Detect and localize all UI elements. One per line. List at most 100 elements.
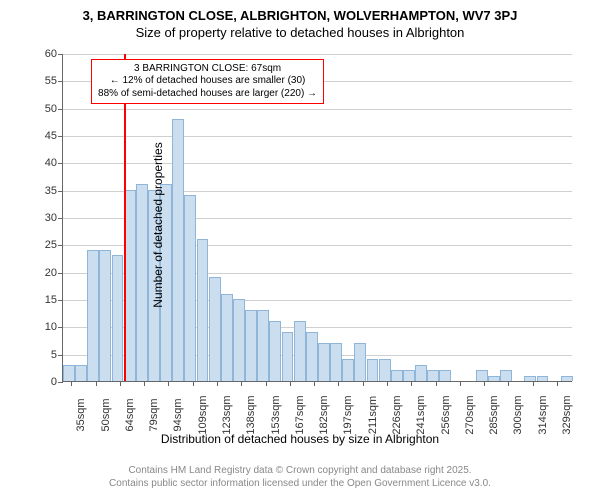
xtick-label: 211sqm [363, 396, 379, 434]
xtick-mark [96, 381, 97, 386]
histogram-bar [99, 250, 111, 381]
xtick-label: 256sqm [436, 395, 452, 434]
annotation-callout: 3 BARRINGTON CLOSE: 67sqm← 12% of detach… [91, 59, 324, 105]
xtick-label: 314sqm [533, 395, 549, 434]
xtick-mark [144, 381, 145, 386]
xtick-mark [411, 381, 412, 386]
xtick-label: 109sqm [193, 395, 209, 434]
histogram-bar [391, 370, 403, 381]
xtick-mark [71, 381, 72, 386]
histogram-bar [87, 250, 99, 381]
histogram-bar [306, 332, 318, 381]
histogram-bar [379, 359, 391, 381]
xtick-label: 79sqm [144, 398, 160, 431]
histogram-chart: 3, BARRINGTON CLOSE, ALBRIGHTON, WOLVERH… [0, 0, 600, 500]
y-axis-label: Number of detached properties [151, 61, 165, 389]
xtick-mark [508, 381, 509, 386]
xtick-mark [557, 381, 558, 386]
ytick-label: 15 [45, 294, 63, 306]
histogram-bar [537, 376, 549, 381]
attribution-text: Contains HM Land Registry data © Crown c… [0, 464, 600, 490]
ytick-label: 10 [45, 321, 63, 333]
histogram-bar [561, 376, 573, 381]
ytick-label: 20 [45, 267, 63, 279]
histogram-bar [367, 359, 379, 381]
xtick-mark [241, 381, 242, 386]
xtick-label: 167sqm [290, 395, 306, 434]
ytick-label: 25 [45, 239, 63, 251]
histogram-bar [476, 370, 488, 381]
xtick-label: 285sqm [484, 395, 500, 434]
histogram-bar [342, 359, 354, 381]
xtick-mark [387, 381, 388, 386]
x-axis-label: Distribution of detached houses by size … [0, 432, 600, 446]
ytick-label: 50 [45, 103, 63, 115]
xtick-mark [168, 381, 169, 386]
histogram-bar [318, 343, 330, 381]
histogram-bar [233, 299, 245, 381]
xtick-mark [363, 381, 364, 386]
histogram-bar [415, 365, 427, 381]
xtick-label: 35sqm [71, 398, 87, 431]
xtick-mark [193, 381, 194, 386]
annotation-line: 88% of semi-detached houses are larger (… [98, 88, 317, 101]
chart-title-line2: Size of property relative to detached ho… [0, 25, 600, 40]
attribution-line2: Contains public sector information licen… [0, 477, 600, 490]
xtick-label: 270sqm [460, 395, 476, 434]
histogram-bar [488, 376, 500, 381]
histogram-bar [63, 365, 75, 381]
attribution-line1: Contains HM Land Registry data © Crown c… [0, 464, 600, 477]
xtick-label: 329sqm [557, 395, 573, 434]
ytick-label: 0 [51, 376, 63, 388]
histogram-bar [330, 343, 342, 381]
xtick-mark [290, 381, 291, 386]
xtick-mark [338, 381, 339, 386]
histogram-bar [439, 370, 451, 381]
histogram-bar [354, 343, 366, 381]
ytick-label: 40 [45, 157, 63, 169]
histogram-bar [403, 370, 415, 381]
histogram-bar [209, 277, 221, 381]
xtick-mark [533, 381, 534, 386]
xtick-mark [460, 381, 461, 386]
histogram-bar [75, 365, 87, 381]
histogram-bar [257, 310, 269, 381]
ytick-label: 45 [45, 130, 63, 142]
xtick-mark [217, 381, 218, 386]
plot-area: 05101520253035404550556035sqm50sqm64sqm7… [62, 54, 572, 382]
histogram-bar [500, 370, 512, 381]
xtick-mark [314, 381, 315, 386]
gridline [63, 163, 572, 164]
xtick-label: 94sqm [168, 398, 184, 431]
ytick-label: 5 [51, 349, 63, 361]
title-block: 3, BARRINGTON CLOSE, ALBRIGHTON, WOLVERH… [0, 8, 600, 40]
xtick-label: 123sqm [217, 395, 233, 434]
xtick-mark [266, 381, 267, 386]
histogram-bar [427, 370, 439, 381]
xtick-label: 226sqm [387, 395, 403, 434]
gridline [63, 136, 572, 137]
histogram-bar [524, 376, 536, 381]
ytick-label: 60 [45, 48, 63, 60]
histogram-bar [245, 310, 257, 381]
histogram-bar [221, 294, 233, 381]
xtick-label: 64sqm [120, 398, 136, 431]
xtick-label: 197sqm [338, 395, 354, 434]
histogram-bar [294, 321, 306, 381]
histogram-bar [282, 332, 294, 381]
histogram-bar [172, 119, 184, 381]
xtick-mark [436, 381, 437, 386]
xtick-label: 241sqm [411, 395, 427, 434]
xtick-mark [484, 381, 485, 386]
xtick-label: 153sqm [266, 395, 282, 434]
histogram-bar [269, 321, 281, 381]
xtick-label: 138sqm [241, 395, 257, 434]
annotation-line: ← 12% of detached houses are smaller (30… [98, 75, 317, 88]
histogram-bar [112, 255, 124, 381]
ytick-label: 30 [45, 212, 63, 224]
histogram-bar [197, 239, 209, 381]
histogram-bar [136, 184, 148, 381]
ytick-label: 55 [45, 75, 63, 87]
ytick-label: 35 [45, 185, 63, 197]
gridline [63, 109, 572, 110]
